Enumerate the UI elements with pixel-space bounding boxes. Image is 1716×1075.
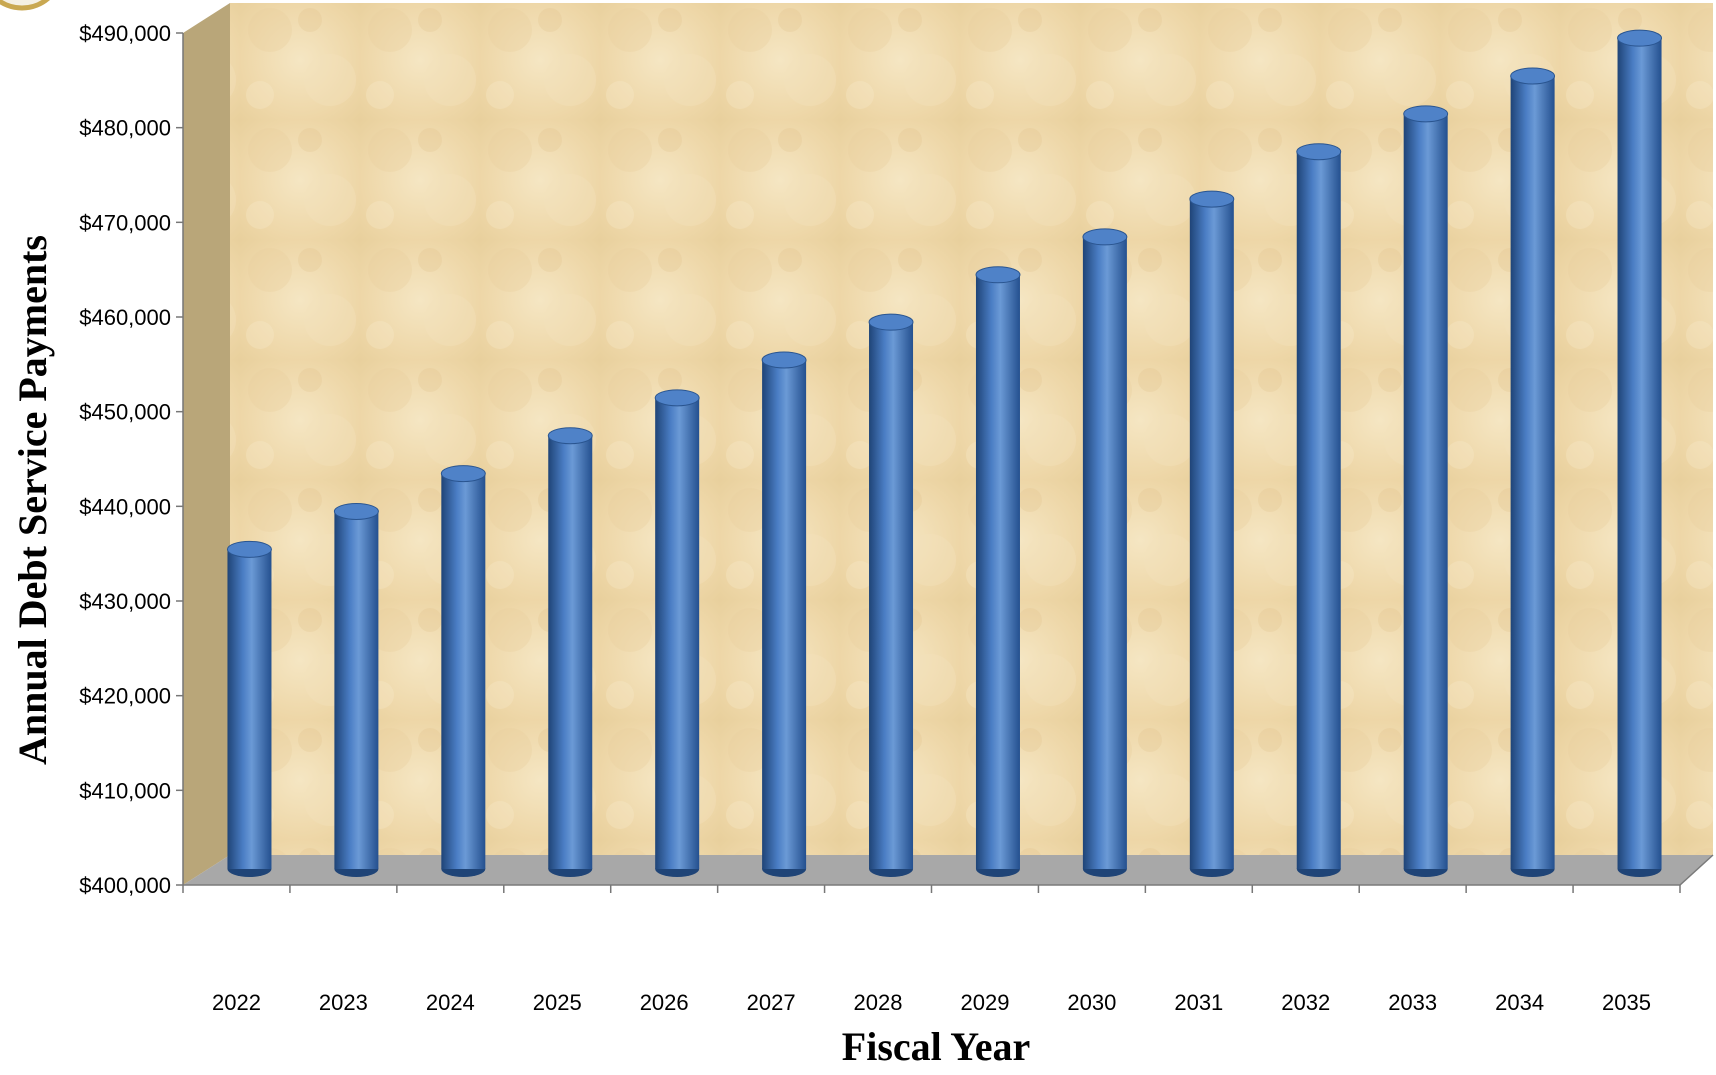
labels: $400,000 $410,000 $420,000 $430,000 $440,000… (79, 21, 1651, 1015)
bar-body (655, 397, 700, 869)
bar-top (761, 351, 807, 369)
x-tick-label: 2035 (1602, 990, 1651, 1015)
y-tick-label: $470,000 (79, 210, 171, 235)
y-tick-label: $440,000 (79, 494, 171, 519)
bar-body (1082, 236, 1127, 869)
bar-body (548, 435, 593, 869)
x-tick-label: 2024 (426, 990, 475, 1015)
bar (1189, 190, 1235, 877)
y-tick-label: $430,000 (79, 589, 171, 614)
bar-top (1189, 190, 1235, 208)
x-tick-label: 2023 (319, 990, 368, 1015)
y-tick-label: $460,000 (79, 305, 171, 330)
bar-body (975, 274, 1020, 869)
bar-top (440, 465, 486, 483)
x-tick-label: 2031 (1174, 990, 1223, 1015)
bar-body (1617, 38, 1662, 869)
bar-top (868, 313, 914, 331)
bar (333, 502, 379, 877)
bar-body (762, 360, 807, 869)
bar-body (1403, 113, 1448, 869)
bar-top (1510, 67, 1556, 85)
x-tick-label: 2026 (640, 990, 689, 1015)
x-tick-label: 2030 (1067, 990, 1116, 1015)
x-tick-label: 2029 (960, 990, 1009, 1015)
x-tick-label: 2025 (533, 990, 582, 1015)
x-tick-label: 2028 (854, 990, 903, 1015)
bar-top (547, 427, 593, 445)
y-tick-label: $420,000 (79, 684, 171, 709)
bar-body (1510, 76, 1555, 869)
bar-body (1296, 151, 1341, 869)
x-tick-label: 2032 (1281, 990, 1330, 1015)
bar (226, 540, 272, 877)
bar-top (975, 266, 1021, 284)
x-axis-title: Fiscal Year (842, 1024, 1030, 1069)
bars (226, 29, 1663, 877)
x-tick-label: 2033 (1388, 990, 1437, 1015)
bar (868, 313, 914, 877)
bar (1403, 105, 1449, 877)
bar-top (226, 540, 272, 558)
x-tick-label: 2022 (212, 990, 261, 1015)
bar (1510, 67, 1556, 877)
plot-walls (183, 3, 1714, 886)
y-tick-label: $450,000 (79, 400, 171, 425)
y-tick-label: $400,000 (79, 873, 171, 898)
bar (975, 266, 1021, 877)
y-tick-label: $490,000 (79, 21, 171, 46)
y-axis-title: Annual Debt Service Payments (10, 235, 55, 765)
bar-body (869, 322, 914, 870)
floor (183, 855, 1713, 885)
bar (761, 351, 807, 877)
y-tick-label: $480,000 (79, 116, 171, 141)
bar-top (1403, 105, 1449, 123)
bar (547, 427, 593, 877)
bar (1296, 143, 1342, 877)
bar-top (1617, 29, 1663, 47)
bar-body (1189, 199, 1234, 870)
bar-top (333, 502, 379, 520)
bar (1617, 29, 1663, 877)
bar-body (441, 473, 486, 869)
side-wall (183, 3, 230, 885)
axes (176, 32, 1681, 893)
bar-body (334, 511, 379, 869)
y-tick-label: $410,000 (79, 778, 171, 803)
bar (1082, 228, 1128, 877)
x-tick-label: 2027 (747, 990, 796, 1015)
bar-top (1082, 228, 1128, 246)
bar (440, 465, 486, 877)
bar-body (227, 549, 272, 869)
bar (654, 389, 700, 877)
seal-logo (0, 0, 50, 11)
x-tick-label: 2034 (1495, 990, 1544, 1015)
bar-top (654, 389, 700, 407)
bar-top (1296, 143, 1342, 161)
